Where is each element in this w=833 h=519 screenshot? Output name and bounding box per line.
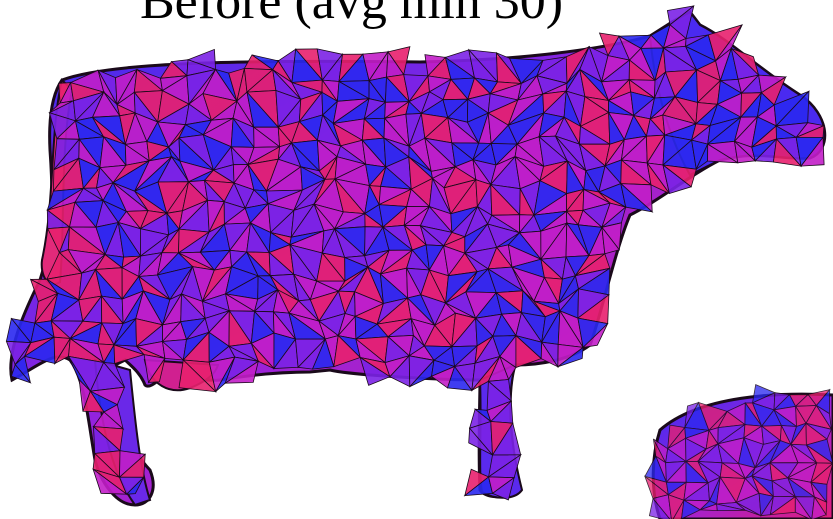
mesh-triangle <box>733 140 757 164</box>
mesh-triangle <box>147 358 166 383</box>
mesh-triangle <box>707 143 739 164</box>
mesh-triangle <box>10 363 32 384</box>
mesh-triangle <box>794 495 812 519</box>
mesh-triangle <box>250 343 275 369</box>
mesh-triangle <box>557 346 584 368</box>
cow-mesh-after-partial <box>644 384 833 519</box>
mesh-triangle <box>468 427 493 456</box>
mesh-triangle <box>359 356 391 386</box>
mesh-triangle <box>125 477 145 495</box>
mesh-triangle <box>178 359 217 393</box>
mesh-triangle <box>601 225 620 255</box>
mesh-triangle <box>662 164 693 195</box>
mesh-triangle <box>811 495 827 519</box>
mesh-triangle <box>311 337 335 370</box>
mesh-triangle <box>681 499 701 519</box>
mesh-triangle <box>446 365 473 391</box>
mesh-triangle <box>540 340 559 368</box>
mesh-triangle <box>736 502 762 517</box>
cow-mesh-before <box>5 4 827 507</box>
mesh-triangle <box>716 503 746 512</box>
mesh-triangle <box>646 162 670 194</box>
mesh-triangle <box>92 468 128 495</box>
slide-title: Before (avg min 30) <box>140 0 564 30</box>
mesh-triangle <box>223 360 259 384</box>
mesh-triangle <box>515 334 542 369</box>
mesh-triangle <box>161 340 185 361</box>
mesh-triangle <box>581 323 609 348</box>
mesh-triangle <box>113 344 146 365</box>
mesh-triangle <box>333 334 361 368</box>
mesh-triangle <box>620 182 654 213</box>
mesh-triangle <box>491 476 515 501</box>
mesh-triangle <box>772 138 803 167</box>
mesh-triangle <box>800 136 825 167</box>
